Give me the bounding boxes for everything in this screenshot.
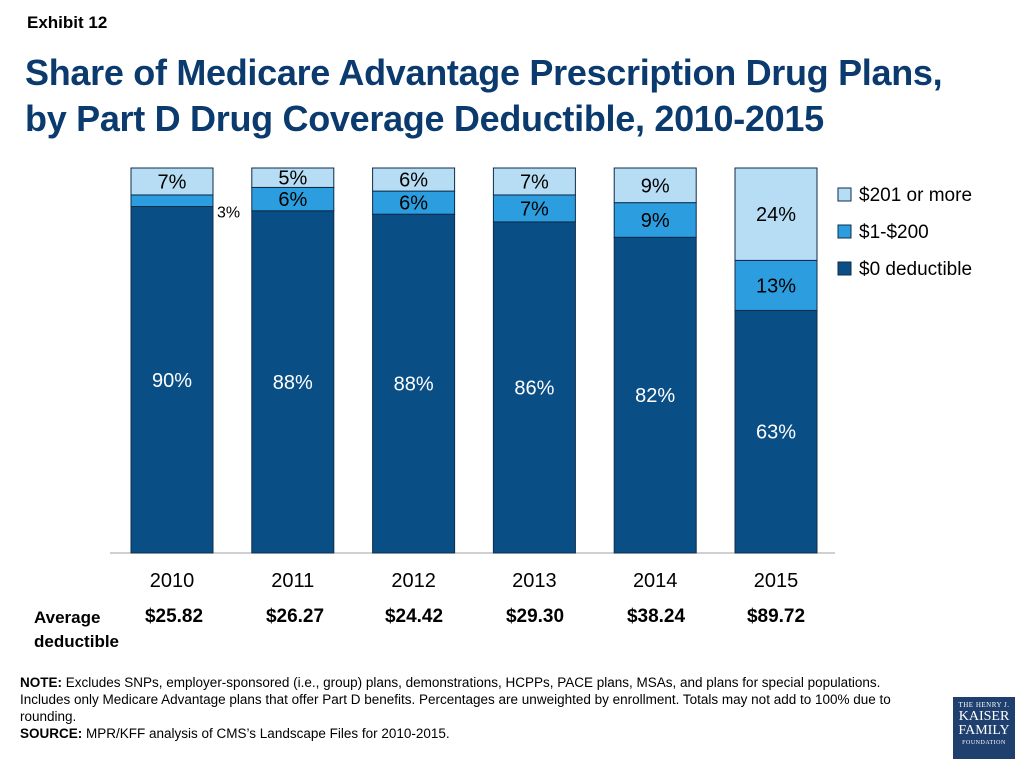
data-label-low-2013: 7% [520, 198, 549, 220]
legend-swatch-zero [837, 261, 852, 276]
average-deductible-2013: $29.30 [505, 606, 565, 627]
data-label-high-2010: 7% [158, 171, 187, 193]
x-tick-label-2011: 2011 [271, 570, 314, 592]
data-label-zero-2013: 86% [514, 377, 554, 399]
x-tick-label-2015: 2015 [754, 570, 799, 592]
logo-line-3: FAMILY [958, 723, 1010, 738]
data-label-low-2010: 3% [217, 205, 240, 222]
legend-swatch-high [837, 187, 852, 202]
data-label-zero-2011: 88% [273, 372, 313, 394]
data-label-zero-2010: 90% [152, 370, 192, 392]
footnotes: NOTE: Excludes SNPs, employer-sponsored … [20, 674, 920, 742]
legend-label-zero: $0 deductible [859, 259, 972, 280]
note-paragraph: NOTE: Excludes SNPs, employer-sponsored … [20, 674, 920, 725]
data-label-low-2014: 9% [641, 210, 670, 232]
data-label-high-2011: 5% [278, 168, 307, 190]
exhibit-label: Exhibit 12 [27, 13, 108, 32]
logo-line-4: FOUNDATION [962, 740, 1006, 746]
legend-label-low: $1-$200 [859, 222, 929, 243]
average-deductible-2012: $24.42 [384, 606, 444, 627]
stacked-bar-chart: 90%3%7%201088%6%5%201188%6%6%201286%7%7%… [110, 167, 972, 592]
data-label-high-2015: 24% [756, 204, 796, 226]
average-deductible-2015: $89.72 [746, 606, 806, 627]
average-deductible-label: Average deductible [34, 606, 119, 654]
kff-logo: THE HENRY J. KAISER FAMILY FOUNDATION [953, 697, 1015, 759]
data-label-zero-2012: 88% [394, 374, 434, 396]
data-label-low-2012: 6% [399, 193, 428, 215]
chart-title-line-1: Share of Medicare Advantage Prescription… [25, 52, 943, 93]
x-tick-label-2013: 2013 [512, 570, 557, 592]
bar-segment-high-2012 [372, 167, 456, 192]
bar-segment-low-2015 [734, 259, 818, 311]
bar-segment-zero-2012 [372, 213, 456, 554]
bar-segment-low-2014 [613, 202, 697, 238]
bar-segment-low-2013 [492, 194, 576, 223]
average-deductible-label-line-1: Average [34, 608, 101, 627]
bar-segment-high-2013 [492, 167, 576, 196]
data-label-zero-2014: 82% [635, 385, 675, 407]
average-deductible-2014: $38.24 [626, 606, 686, 627]
average-deductible-2011: $26.27 [265, 606, 325, 627]
legend-swatch-low [837, 224, 852, 239]
data-label-zero-2015: 63% [756, 422, 796, 444]
data-label-high-2013: 7% [520, 171, 549, 193]
bar-segment-high-2010 [130, 167, 214, 196]
x-tick-label-2014: 2014 [633, 570, 678, 592]
bar-segment-low-2010 [130, 194, 214, 207]
x-tick-label-2010: 2010 [150, 570, 195, 592]
bar-segment-zero-2015 [734, 309, 818, 554]
bar-segment-high-2015 [734, 167, 818, 261]
source-label: SOURCE: [20, 726, 83, 741]
source-paragraph: SOURCE: MPR/KFF analysis of CMS’s Landsc… [20, 725, 920, 742]
data-label-low-2011: 6% [278, 189, 307, 211]
data-label-high-2012: 6% [399, 170, 428, 192]
bar-segment-zero-2011 [251, 210, 335, 554]
chart-title: Share of Medicare Advantage Prescription… [25, 50, 943, 142]
bar-segment-zero-2014 [613, 236, 697, 554]
bar-segment-zero-2013 [492, 221, 576, 554]
logo-line-1: THE HENRY J. [958, 701, 1010, 709]
chart-title-line-2: by Part D Drug Coverage Deductible, 2010… [25, 98, 824, 139]
data-label-low-2015: 13% [756, 275, 796, 297]
bar-segment-high-2011 [251, 167, 335, 188]
data-label-high-2014: 9% [641, 175, 670, 197]
source-text: MPR/KFF analysis of CMS’s Landscape File… [82, 726, 450, 741]
average-deductible-label-line-2: deductible [34, 632, 120, 651]
logo-line-2: KAISER [958, 709, 1010, 724]
average-deductible-2010: $25.82 [144, 606, 204, 627]
x-tick-label-2012: 2012 [391, 570, 436, 592]
note-label: NOTE: [20, 675, 62, 690]
legend-label-high: $201 or more [859, 185, 972, 206]
bar-segment-high-2014 [613, 167, 697, 204]
note-text: Excludes SNPs, employer-sponsored (i.e.,… [20, 675, 891, 724]
